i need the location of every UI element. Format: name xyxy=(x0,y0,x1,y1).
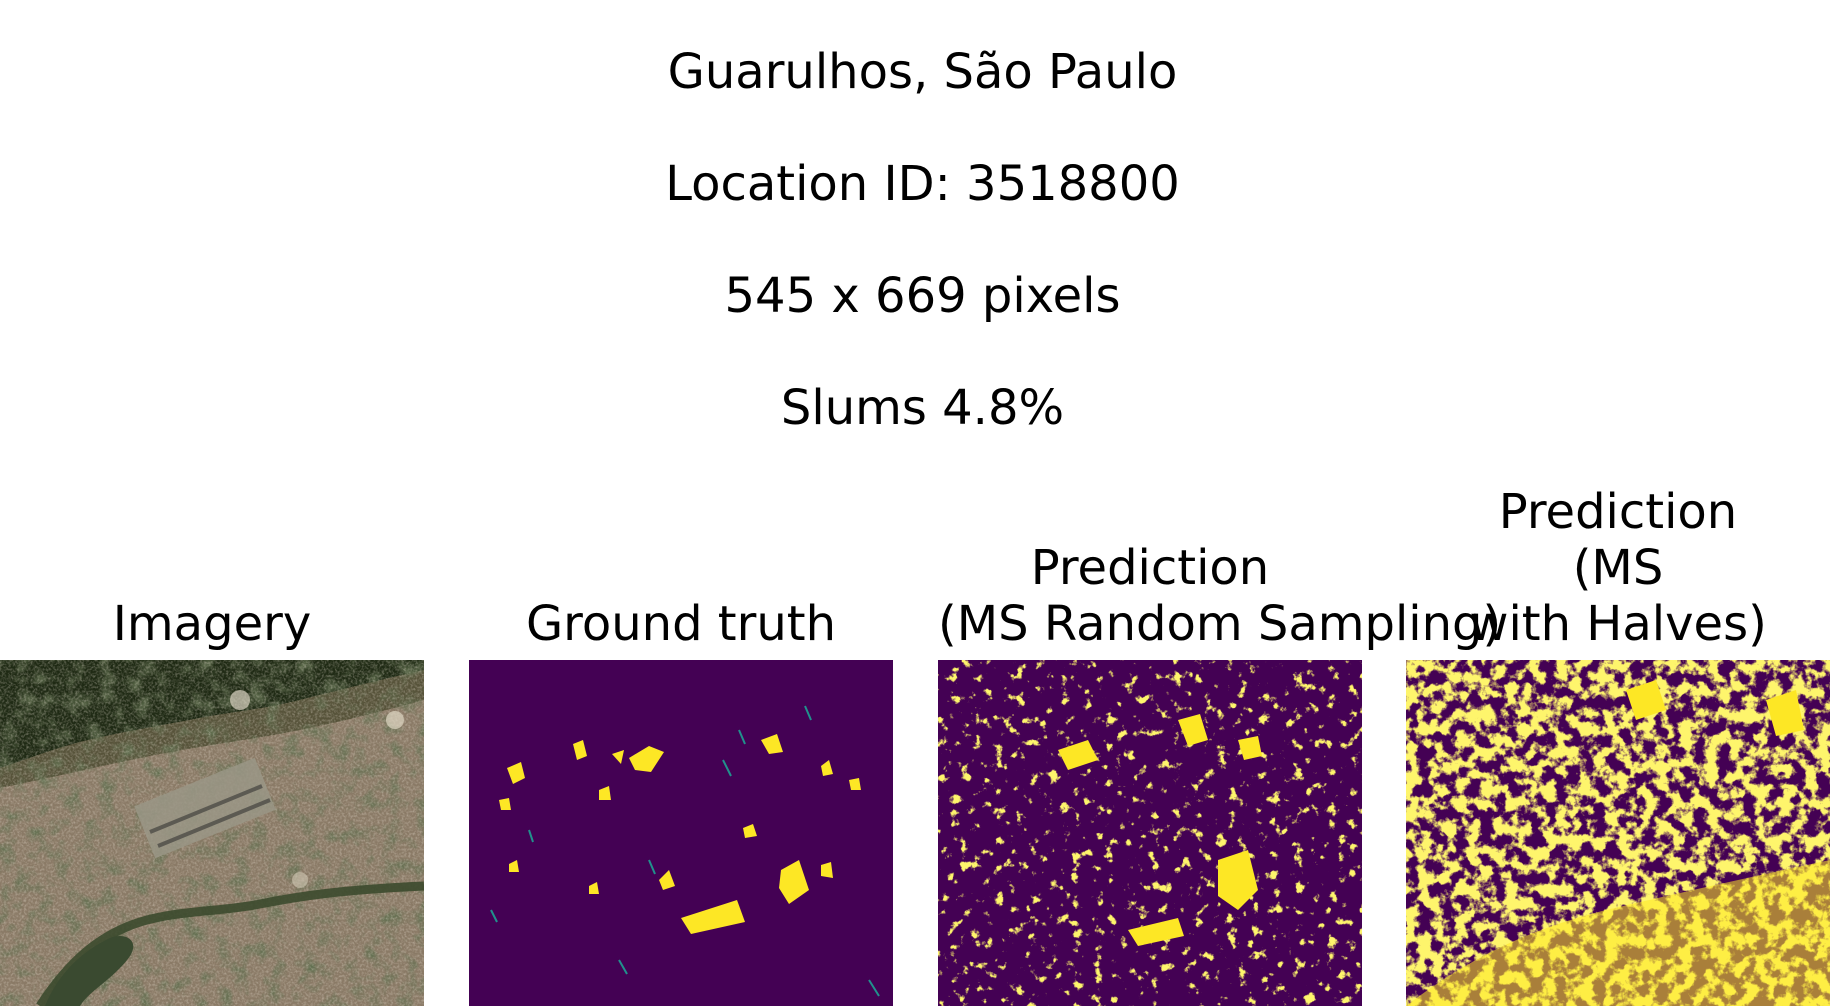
predicted-region xyxy=(1218,850,1258,910)
prediction-random-mask xyxy=(938,660,1362,1006)
panel-title-line: Prediction xyxy=(1498,484,1738,540)
predicted-region xyxy=(1128,918,1184,946)
panel-title-line: with Halves) xyxy=(1469,596,1767,652)
bright-patch xyxy=(230,690,250,710)
predicted-regions xyxy=(1058,714,1262,946)
slum-region xyxy=(849,778,861,790)
river xyxy=(36,881,424,1006)
prediction-halves-panel xyxy=(1406,660,1830,1006)
figure-title-line: Slums 4.8% xyxy=(780,380,1065,436)
predicted-region xyxy=(1058,740,1098,770)
predicted-speckle xyxy=(938,660,1362,1006)
slum-region-edge xyxy=(528,829,534,843)
slum-region-edge xyxy=(648,859,656,875)
airport-runway xyxy=(157,798,271,848)
predicted-region xyxy=(1178,714,1208,746)
figure-title-line: Guarulhos, São Paulo xyxy=(667,44,1178,100)
prediction-random-panel-title: Prediction (MS Random Sampling) xyxy=(938,540,1502,652)
slum-region xyxy=(821,862,833,878)
slum-region-edge xyxy=(868,979,880,997)
ground-truth-panel xyxy=(469,660,893,1006)
slum-region-edge xyxy=(490,909,498,923)
prediction-halves-mask xyxy=(1406,660,1830,1006)
slum-region-edges xyxy=(490,705,880,997)
slum-region xyxy=(743,824,757,838)
imagery-panel xyxy=(0,660,424,1006)
imagery-panel-title: Imagery xyxy=(0,596,424,652)
slum-region xyxy=(573,740,587,760)
slum-region-edge xyxy=(804,705,812,721)
slum-region xyxy=(589,882,599,894)
mask-background xyxy=(469,660,893,1006)
prediction-random-panel xyxy=(938,660,1362,1006)
panel-title-line: Imagery xyxy=(112,596,312,652)
panel-title-line: (MS xyxy=(1572,540,1664,596)
slum-region xyxy=(681,900,745,934)
predicted-region xyxy=(1238,736,1262,760)
bright-patch xyxy=(386,711,404,729)
prediction-halves-panel-title: Prediction (MS with Halves) xyxy=(1406,484,1830,652)
slum-regions xyxy=(499,734,861,934)
figure-title: Guarulhos, São Paulo Location ID: 351880… xyxy=(0,0,1830,492)
slum-region-edge xyxy=(722,759,732,777)
predicted-region xyxy=(1626,680,1666,720)
reservoir xyxy=(45,936,134,1006)
slum-region xyxy=(509,860,519,872)
figure-title-line: 545 x 669 pixels xyxy=(724,268,1121,324)
ground-truth-mask xyxy=(469,660,893,1006)
figure-title-line: Location ID: 3518800 xyxy=(665,156,1180,212)
slum-region xyxy=(612,750,624,764)
slum-region xyxy=(629,746,664,772)
predicted-region xyxy=(1766,690,1804,736)
slum-region xyxy=(499,798,511,810)
slum-region xyxy=(779,860,809,904)
slum-region xyxy=(761,734,783,754)
slum-region xyxy=(659,870,675,890)
satellite-image xyxy=(0,660,424,1006)
slum-region xyxy=(821,760,833,776)
panel-title-line: Ground truth xyxy=(525,596,837,652)
airport-runway xyxy=(149,784,263,834)
slum-region-edge xyxy=(618,959,628,975)
slum-region-edge xyxy=(738,729,746,745)
predicted-region xyxy=(1406,860,1830,1006)
slum-region xyxy=(507,762,525,784)
panel-title-line: (MS Random Sampling) xyxy=(938,596,1502,652)
ground-truth-panel-title: Ground truth xyxy=(469,596,893,652)
bright-patch xyxy=(292,872,308,888)
panel-title-line: Prediction xyxy=(1030,540,1270,596)
slum-region xyxy=(599,786,611,800)
